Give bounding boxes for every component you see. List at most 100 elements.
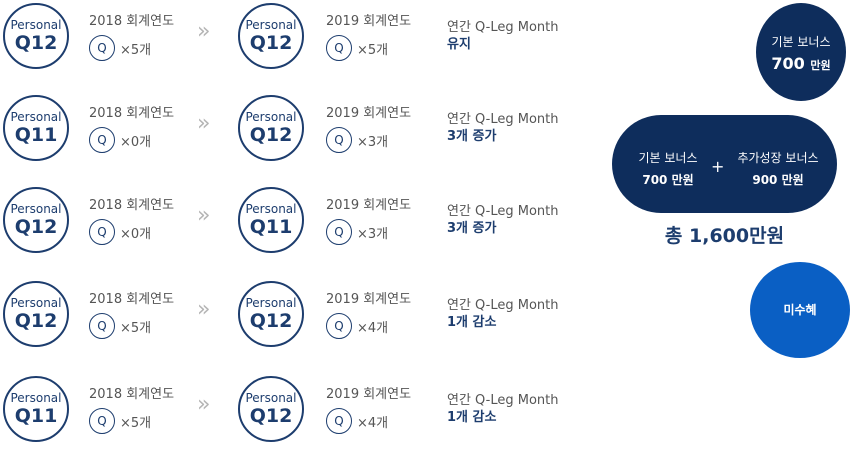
to-q: Q ×3개	[326, 219, 388, 245]
result: 연간 Q-Leg Month 3개 증가	[447, 111, 558, 145]
q-count: ×0개	[120, 226, 152, 242]
result-label: 연간 Q-Leg Month	[447, 112, 559, 127]
q-count: ×5개	[120, 42, 152, 58]
badge-label: Personal	[245, 296, 297, 310]
badge-label: Personal	[245, 202, 297, 216]
to-year: 2019 회계연도	[326, 292, 412, 307]
q-count: ×5개	[357, 42, 389, 58]
result: 연간 Q-Leg Month 1개 감소	[447, 297, 558, 331]
to-q: Q ×5개	[326, 35, 388, 61]
badge-level: Q12	[249, 310, 293, 332]
basic-bonus-label: 기본 보너스	[638, 151, 698, 165]
from-q: Q ×5개	[89, 35, 151, 61]
q-icon: Q	[89, 408, 115, 434]
badge-level: Q12	[249, 124, 293, 146]
q-count: ×5개	[120, 320, 152, 336]
to-badge: Personal Q12	[238, 376, 304, 442]
arrow-icon: »	[197, 297, 211, 322]
basic-bonus-circle: 기본 보너스 700 만원	[756, 3, 846, 101]
badge-level: Q12	[14, 32, 58, 54]
q-icon: Q	[326, 127, 352, 153]
badge-label: Personal	[10, 110, 62, 124]
result-label: 연간 Q-Leg Month	[447, 204, 559, 219]
q-count: ×0개	[120, 134, 152, 150]
q-icon: Q	[326, 35, 352, 61]
from-year: 2018 회계연도	[89, 198, 175, 213]
to-year: 2019 회계연도	[326, 106, 412, 121]
growth-bonus: 추가성장 보너스 900 만원	[733, 147, 823, 191]
row-1: Personal Q12 2018 회계연도 Q ×5개 » Personal Q…	[0, 3, 600, 75]
badge-label: Personal	[245, 110, 297, 124]
bonus-combo-pill: 기본 보너스 700 만원 + 추가성장 보너스 900 만원	[612, 115, 837, 213]
row-3: Personal Q12 2018 회계연도 Q ×0개 » Personal Q…	[0, 187, 600, 259]
from-year: 2018 회계연도	[89, 106, 175, 121]
from-year: 2018 회계연도	[89, 292, 175, 307]
result-value: 3개 증가	[447, 129, 497, 144]
badge-label: Personal	[10, 18, 62, 32]
q-count: ×3개	[357, 226, 389, 242]
total-bonus: 총 1,600만원	[664, 225, 785, 247]
q-count: ×4개	[357, 415, 389, 431]
badge-level: Q11	[14, 124, 58, 146]
result-value: 3개 증가	[447, 221, 497, 236]
row-5: Personal Q11 2018 회계연도 Q ×5개 » Personal Q…	[0, 376, 600, 448]
plus-icon: +	[711, 157, 725, 176]
arrow-icon: »	[197, 19, 211, 44]
result: 연간 Q-Leg Month 유지	[447, 19, 558, 53]
q-icon: Q	[89, 219, 115, 245]
badge-label: Personal	[10, 391, 62, 405]
to-badge: Personal Q11	[238, 187, 304, 253]
result-label: 연간 Q-Leg Month	[447, 393, 559, 408]
to-year: 2019 회계연도	[326, 198, 412, 213]
arrow-icon: »	[197, 111, 211, 136]
from-year: 2018 회계연도	[89, 14, 175, 29]
badge-level: Q11	[249, 216, 293, 238]
growth-bonus-amount: 900 만원	[752, 173, 804, 187]
to-badge: Personal Q12	[238, 3, 304, 69]
from-q: Q ×5개	[89, 408, 151, 434]
badge-label: Personal	[10, 296, 62, 310]
basic-bonus-amount: 700 만원	[642, 173, 694, 187]
result-label: 연간 Q-Leg Month	[447, 20, 559, 35]
result-value: 1개 감소	[447, 315, 497, 330]
to-q: Q ×3개	[326, 127, 388, 153]
to-year: 2019 회계연도	[326, 14, 412, 29]
badge-level: Q11	[14, 405, 58, 427]
q-count: ×3개	[357, 134, 389, 150]
to-year: 2019 회계연도	[326, 387, 412, 402]
from-year: 2018 회계연도	[89, 387, 175, 402]
badge-level: Q12	[14, 216, 58, 238]
badge-level: Q12	[249, 32, 293, 54]
from-badge: Personal Q12	[3, 3, 69, 69]
q-count: ×5개	[120, 415, 152, 431]
bonus-label: 기본 보너스	[771, 35, 831, 49]
to-badge: Personal Q12	[238, 95, 304, 161]
result-value: 유지	[447, 37, 471, 52]
basic-bonus: 기본 보너스 700 만원	[633, 147, 703, 191]
no-benefit-circle: 미수혜	[750, 262, 850, 358]
q-icon: Q	[326, 313, 352, 339]
from-badge: Personal Q12	[3, 281, 69, 347]
result-label: 연간 Q-Leg Month	[447, 298, 559, 313]
q-icon: Q	[326, 219, 352, 245]
q-icon: Q	[89, 313, 115, 339]
from-badge: Personal Q11	[3, 95, 69, 161]
arrow-icon: »	[197, 392, 211, 417]
result: 연간 Q-Leg Month 1개 감소	[447, 392, 558, 426]
q-icon: Q	[89, 35, 115, 61]
from-q: Q ×0개	[89, 127, 151, 153]
growth-bonus-label: 추가성장 보너스	[737, 151, 819, 165]
from-badge: Personal Q11	[3, 376, 69, 442]
arrow-icon: »	[197, 203, 211, 228]
row-4: Personal Q12 2018 회계연도 Q ×5개 » Personal Q…	[0, 281, 600, 353]
badge-label: Personal	[245, 18, 297, 32]
result-value: 1개 감소	[447, 410, 497, 425]
bonus-amount: 700 만원	[771, 54, 831, 73]
no-benefit-label: 미수혜	[783, 303, 817, 317]
from-q: Q ×0개	[89, 219, 151, 245]
from-q: Q ×5개	[89, 313, 151, 339]
badge-level: Q12	[14, 310, 58, 332]
to-q: Q ×4개	[326, 408, 388, 434]
to-q: Q ×4개	[326, 313, 388, 339]
result: 연간 Q-Leg Month 3개 증가	[447, 203, 558, 237]
